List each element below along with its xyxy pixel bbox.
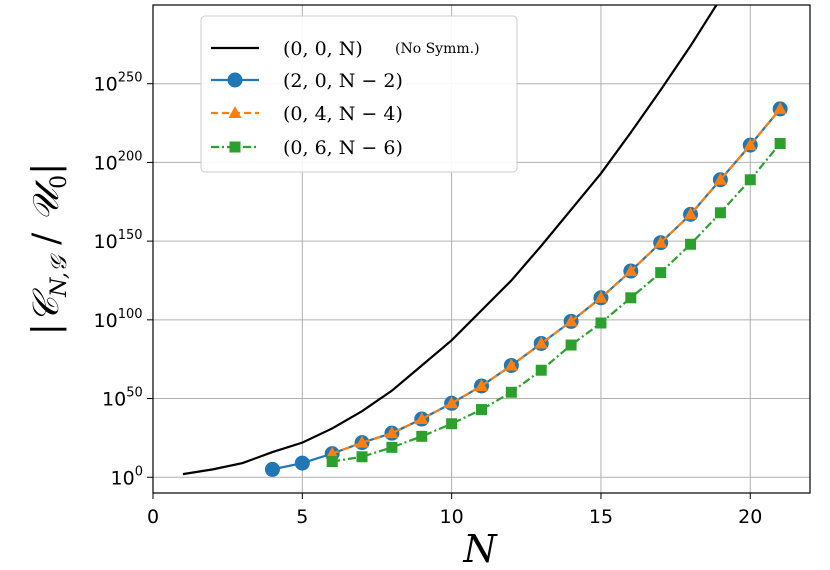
data-point	[326, 456, 338, 468]
data-point	[475, 378, 488, 391]
y-tick-label: 10150	[94, 228, 143, 253]
data-point	[445, 396, 459, 409]
data-point	[356, 451, 368, 463]
legend-label: (2, 0, N − 2)	[283, 70, 403, 92]
legend: (0, 0, N) (No Symm.) (2, 0, N − 2) (0, 4, N…	[200, 15, 518, 173]
data-point	[534, 336, 548, 349]
data-point	[595, 317, 607, 329]
data-point	[325, 446, 339, 459]
series-line	[182, 5, 718, 476]
y-axis-label: |𝒞N,𝒢 / 𝒰0|	[26, 163, 72, 335]
data-point	[773, 101, 787, 114]
data-point	[714, 207, 726, 219]
legend-label: (0, 4, N − 4)	[283, 103, 403, 125]
x-tick-label: 0	[147, 506, 159, 528]
svg-text:|𝒞N,𝒢 / 𝒰0|: |𝒞N,𝒢 / 𝒰0|	[26, 163, 72, 335]
legend-box	[200, 15, 518, 173]
series-0	[182, 5, 718, 476]
x-axis-ticks: 0 5 10 15 20	[147, 493, 762, 528]
legend-note: (No Symm.)	[395, 41, 480, 57]
data-point	[713, 172, 727, 185]
data-point	[774, 138, 786, 150]
x-tick-label: 15	[589, 506, 613, 528]
data-point	[415, 412, 429, 425]
data-point	[446, 418, 458, 430]
y-tick-label: 100	[111, 464, 143, 489]
series-line	[332, 142, 781, 463]
legend-item: (0, 4, N − 4)	[211, 103, 403, 125]
data-point	[565, 339, 577, 351]
series-layer	[182, 5, 788, 477]
data-point	[655, 267, 667, 279]
legend-item: (2, 0, N − 2)	[211, 70, 403, 92]
x-axis-label: N	[462, 527, 498, 570]
data-point	[264, 461, 280, 477]
data-point	[744, 174, 756, 186]
y-tick-label: 10250	[94, 71, 143, 96]
data-point	[504, 358, 518, 371]
data-point	[535, 364, 547, 376]
y-axis-ticks: 100 1050 10100 10150 10200 10250	[94, 71, 153, 489]
data-point	[385, 426, 399, 439]
x-tick-label: 10	[440, 506, 464, 528]
data-point	[684, 207, 698, 220]
series-line	[331, 108, 781, 455]
data-point	[355, 435, 369, 448]
data-point	[416, 430, 428, 442]
data-point	[743, 138, 757, 151]
data-point	[594, 290, 608, 303]
data-point	[625, 292, 637, 304]
x-tick-label: 5	[296, 506, 308, 528]
legend-label: (0, 0, N)	[283, 38, 363, 60]
data-point	[685, 238, 697, 250]
legend-item: (0, 6, N − 6)	[211, 137, 403, 159]
legend-swatch-marker	[227, 72, 243, 88]
y-tick-label: 10200	[94, 149, 143, 174]
legend-label: (0, 6, N − 6)	[283, 137, 403, 159]
data-point	[624, 264, 638, 277]
series-2	[325, 101, 787, 459]
y-tick-label: 10100	[94, 307, 143, 332]
data-point	[564, 314, 578, 327]
y-tick-label: 1050	[102, 386, 143, 411]
data-point	[294, 455, 310, 471]
x-tick-label: 20	[738, 506, 762, 528]
series-3	[326, 138, 786, 468]
data-point	[505, 386, 517, 398]
data-point	[476, 404, 487, 416]
data-point	[654, 235, 668, 248]
legend-swatch-marker	[229, 141, 241, 153]
legend-item: (0, 0, N) (No Symm.)	[211, 38, 480, 60]
data-point	[386, 441, 398, 453]
plot-frame	[152, 4, 811, 494]
legend-swatch-marker	[228, 106, 242, 118]
